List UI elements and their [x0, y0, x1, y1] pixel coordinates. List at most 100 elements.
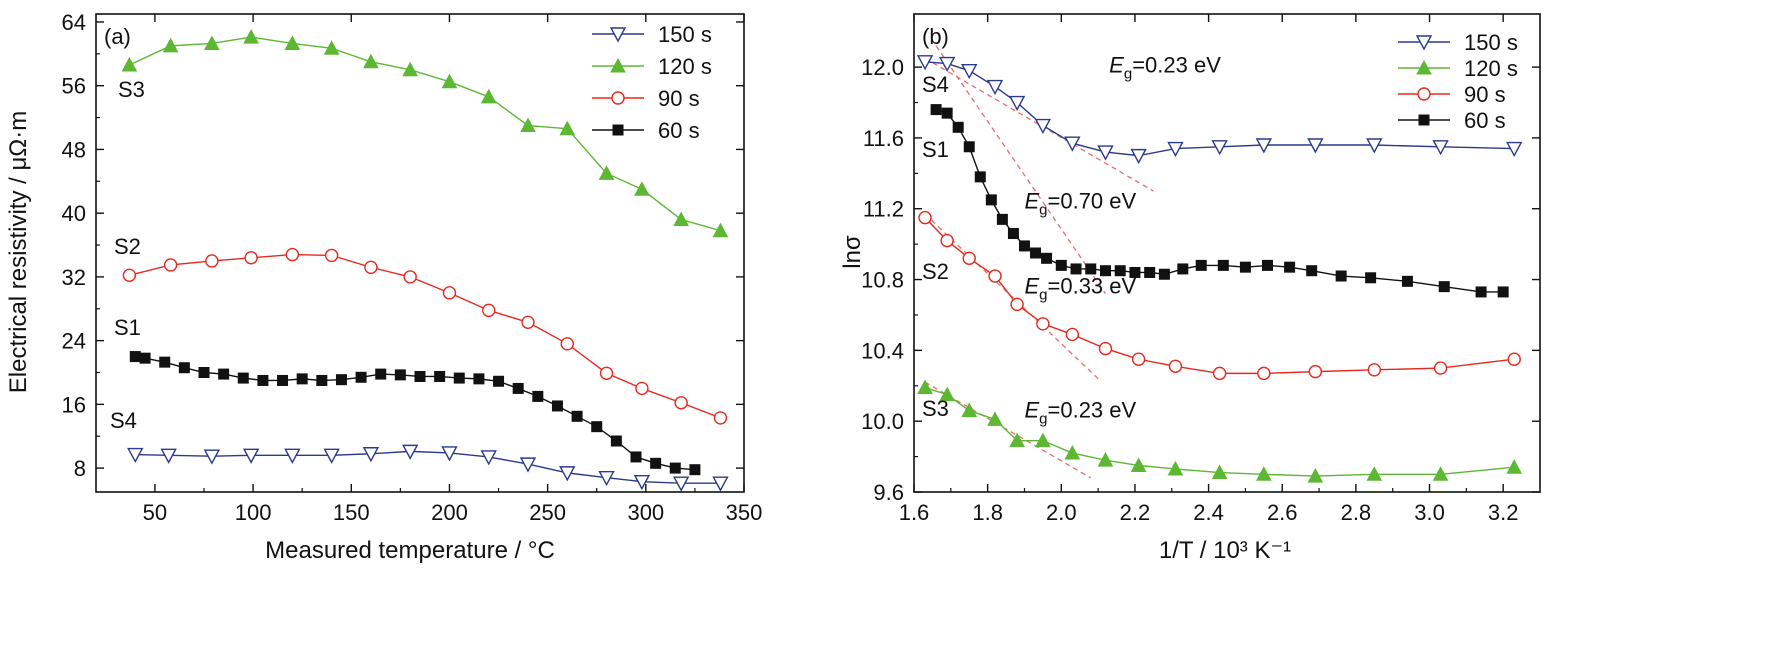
panel-a-data-point — [139, 352, 151, 364]
curve-label-s1: S1 — [114, 315, 141, 340]
panel-a-data-point — [204, 35, 220, 50]
panel-a-series-line — [129, 253, 721, 419]
panel-b-y-axis-label: lnσ — [839, 235, 866, 269]
panel-b-x-tick-label: 2.0 — [1046, 500, 1077, 525]
panel-a-data-point — [672, 476, 690, 492]
panel-b-y-tick-label: 11.6 — [863, 126, 904, 151]
panel-a-data-point — [198, 367, 210, 378]
panel-b-data-point — [1130, 457, 1147, 472]
panel-b-data-point — [1308, 364, 1323, 379]
panel-a-data-point — [403, 270, 417, 284]
panel-b-data-point — [1035, 432, 1051, 448]
panel-b: 1.6 1.8 2.0 2.2 2.4 2.6 2.8 3.0 3.2 9.6 10.0 10.4 10… — [839, 13, 1541, 564]
panel-a-data-point — [441, 446, 458, 462]
curve-label-s2: S2 — [922, 259, 949, 284]
panel-b-data-point — [1432, 466, 1449, 481]
panel-b-data-point — [1008, 95, 1026, 111]
panel-b-data-point — [1335, 270, 1347, 282]
panel-b-data-point — [938, 56, 956, 73]
panel-b-x-tick-label: 3.2 — [1488, 500, 1519, 525]
panel-a-data-point — [598, 470, 615, 487]
panel-b-data-point — [918, 210, 932, 225]
panel-a-data-point — [178, 362, 190, 374]
panel-a-data-point — [673, 211, 690, 227]
legend-marker — [609, 27, 627, 43]
panel-b-data-point — [1036, 317, 1050, 331]
panel-b-series-150s — [916, 55, 1523, 165]
panel-a-x-tick-label: 100 — [235, 500, 272, 525]
curve-label-s3: S3 — [922, 396, 949, 421]
panel-b-data-point — [1041, 252, 1053, 264]
panel-b-data-point — [996, 213, 1008, 225]
panel-b-data-point — [1167, 141, 1184, 158]
legend-marker — [610, 57, 626, 73]
panel-b-data-point — [1257, 366, 1271, 381]
legend-label: 150 s — [658, 22, 712, 47]
panel-b-series-line — [924, 386, 1515, 477]
panel-a-data-point — [257, 374, 269, 386]
panel-a-data-point — [316, 374, 328, 386]
panel-b-y-tick-label: 10.4 — [861, 338, 904, 363]
panel-a-data-point — [324, 248, 339, 263]
panel-b-data-point — [1366, 466, 1383, 481]
panel-a-data-point — [633, 474, 651, 491]
panel-b-data-point — [917, 379, 933, 395]
panel-a-data-point — [689, 464, 701, 476]
panel-b-data-point — [1306, 265, 1318, 277]
panel-b-data-point — [988, 269, 1002, 283]
panel-b-series-line — [924, 217, 1515, 375]
panel-a-data-point — [402, 61, 419, 77]
panel-a-data-point — [559, 466, 576, 482]
panel-a-x-tick-label: 300 — [627, 500, 664, 525]
panel-b-data-point — [1130, 148, 1147, 165]
panel-a-y-tick-label: 56 — [62, 74, 86, 99]
panel-b-data-point — [1129, 266, 1141, 278]
panel-b-x-tick-label: 1.8 — [972, 500, 1003, 525]
curve-label-s4: S4 — [922, 72, 949, 97]
panel-b-data-point — [952, 121, 964, 133]
panel-a-data-point — [285, 247, 300, 262]
panel-a-data-point — [414, 370, 426, 382]
legend-label: 60 s — [1464, 108, 1506, 133]
panel-b-plot-frame — [913, 13, 1541, 493]
panel-b-data-point — [1432, 140, 1449, 156]
panel-b-data-point — [1030, 247, 1042, 259]
panel-b-data-point — [1177, 263, 1189, 275]
panel-b-data-point — [1010, 297, 1024, 312]
panel-b-y-tick-label: 12.0 — [861, 55, 904, 80]
panel-a-data-point — [284, 448, 301, 464]
panel-b-data-point — [1497, 286, 1509, 298]
panel-b-data-point — [1507, 352, 1521, 366]
panel-a-data-point — [520, 117, 536, 133]
panel-b-data-point — [916, 55, 934, 71]
panel-a-data-point — [127, 447, 144, 464]
panel-a-series-line — [135, 450, 721, 484]
panel-a-data-point — [284, 35, 301, 50]
panel-a-data-point — [362, 447, 380, 463]
panel-a-data-point — [122, 268, 137, 283]
panel-b-data-point — [1475, 286, 1487, 298]
panel-a-data-point — [364, 260, 378, 275]
legend-label: 90 s — [658, 86, 700, 111]
panel-a-data-point — [296, 373, 308, 385]
legend-marker — [611, 91, 625, 105]
panel-a-y-tick-label: 48 — [62, 137, 86, 162]
panel-b-data-point — [1007, 228, 1019, 240]
legend-marker — [1418, 114, 1430, 126]
panel-b-data-point — [1064, 136, 1081, 152]
activation-energy-label: Eg=0.70 eV — [1024, 189, 1136, 219]
panel-a-data-point — [159, 356, 171, 368]
panel-b-data-point — [1097, 145, 1114, 161]
panel-a-y-tick-label: 40 — [62, 201, 86, 226]
panel-a-data-point — [669, 462, 681, 474]
panel-a-data-point — [493, 375, 505, 387]
panel-a-x-tick-label: 350 — [726, 500, 763, 525]
legend-label: 120 s — [1464, 56, 1518, 81]
panel-a-data-point — [434, 370, 446, 382]
panel-b-data-point — [1367, 363, 1381, 377]
panel-b-data-point — [930, 104, 942, 116]
panel-b-series-120s — [917, 379, 1523, 483]
legend-label: 60 s — [658, 118, 700, 143]
panel-a-data-point — [551, 400, 563, 412]
panel-b-ticks: 1.6 1.8 2.0 2.2 2.4 2.6 2.8 3.0 3.2 9.6 10.0 10.4 10… — [861, 14, 1540, 525]
